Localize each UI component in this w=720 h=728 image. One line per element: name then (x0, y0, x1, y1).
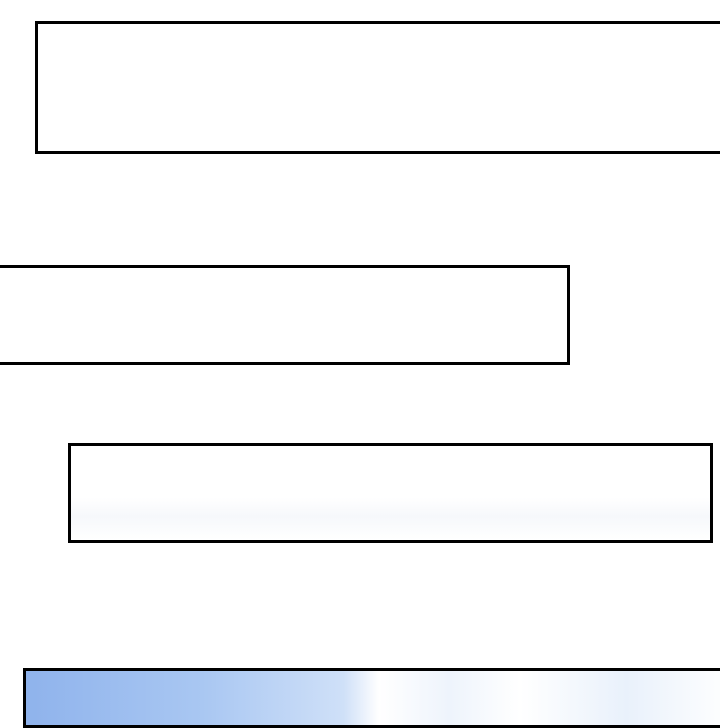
comic-panel-1 (35, 21, 720, 154)
comic-panel-sky (23, 668, 720, 728)
comic-panel-3 (68, 443, 713, 543)
comic-panel-2 (0, 265, 570, 365)
